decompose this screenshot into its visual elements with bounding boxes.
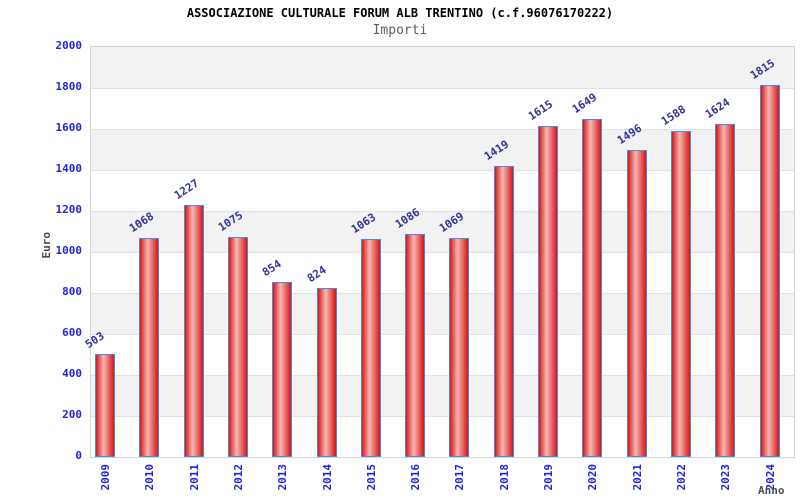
gridline [91,293,794,294]
bar-2012 [227,236,248,457]
y-tick-label: 400 [62,367,82,380]
x-tick-label: 2010 [143,464,157,491]
y-tick-label: 1000 [55,244,83,257]
x-tick-label: 2020 [586,464,600,491]
bar-value-label: 1588 [658,103,689,129]
bar-value-label: 854 [260,257,284,279]
bar-2018 [493,166,514,457]
y-tick-label: 0 [75,449,82,462]
bar-2023 [715,124,736,457]
bar-2016 [405,234,426,457]
bar-2021 [626,150,647,457]
gridline [91,252,794,253]
y-tick-label: 800 [62,285,82,298]
chart-subtitle: Importi [372,23,428,38]
x-tick-label: 2009 [99,464,112,491]
chart-title: ASSOCIAZIONE CULTURALE FORUM ALB TRENTIN… [186,6,614,20]
x-tick-label: 2014 [320,464,334,491]
gridline [91,375,794,376]
bar-value-label: 824 [304,263,329,286]
bar-2010 [139,238,160,457]
x-tick-label: 2016 [409,464,423,491]
x-tick-label: 2012 [231,464,245,491]
bar-2009 [95,353,115,457]
y-tick-label: 600 [62,326,82,339]
plot-band [91,47,794,88]
bar-2015 [360,239,381,457]
y-tick-label: 200 [62,408,82,421]
y-tick-label: 2000 [55,39,83,52]
x-tick-label: 2021 [630,464,644,491]
gridline [91,416,794,417]
bar-value-label: 1649 [570,90,600,116]
y-tick-label: 1200 [55,203,83,216]
bar-2019 [538,125,558,457]
bar-2024 [759,84,780,457]
bar-2013 [272,281,293,457]
gridline [91,170,794,171]
y-axis-title: Euro [40,232,53,259]
bar-2020 [582,118,603,457]
x-tick-label: 2022 [674,464,688,491]
y-tick-label: 1600 [55,121,83,134]
x-tick-label: 2013 [276,464,290,491]
x-tick-label: 2011 [187,464,201,491]
bar-value-label: 1624 [703,95,733,122]
y-tick-label: 1400 [55,162,83,175]
bar-2014 [316,288,337,457]
gridline [91,211,794,212]
x-tick-label: 2015 [364,464,378,491]
bar-value-label: 1615 [525,97,556,123]
bar-value-label: 1227 [171,177,201,203]
y-tick-label: 1800 [55,80,83,93]
x-axis-title: Anno [758,484,785,497]
gridline [91,88,794,89]
bar-2022 [670,131,691,457]
plot-area: 503 1068 1227 1075 854 824 1063 1086 1069 1419 161… [83,46,795,458]
x-tick-label: 2023 [719,464,733,491]
bar-2017 [449,237,470,457]
x-tick-label: 2018 [497,464,511,491]
x-tick-label: 2017 [453,464,467,491]
x-tick-label: 2019 [542,464,555,491]
gridline [91,129,794,130]
gridline [91,334,794,335]
bar-2011 [183,205,204,457]
